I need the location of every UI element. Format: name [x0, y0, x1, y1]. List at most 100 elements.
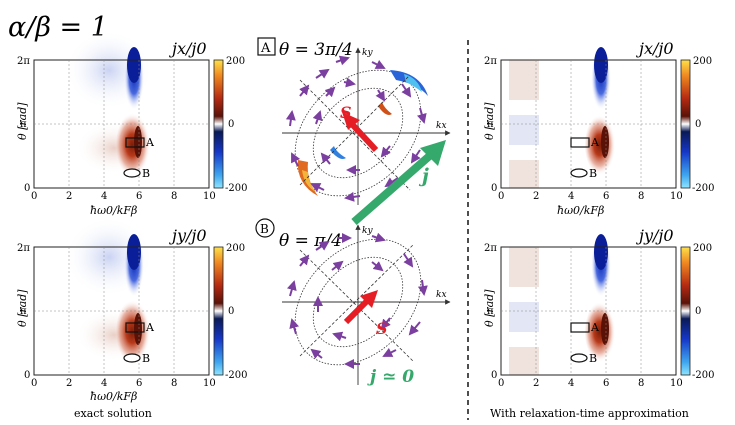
xtick-label: 8 [638, 191, 644, 202]
colorbar-tick-zero: 0 [695, 306, 701, 317]
yaxis-rta-jy: 2π π 0 θ [rad] [483, 243, 497, 381]
xtick-label: 2 [66, 378, 72, 389]
ylabel: θ [rad] [16, 102, 29, 140]
xtick-label: 8 [171, 378, 177, 389]
caption-left: exact solution [74, 407, 152, 420]
xtick-label: 4 [101, 191, 107, 202]
marker-a-box [125, 137, 145, 148]
marker-b-label: B [589, 352, 597, 365]
xtick-label: 10 [203, 378, 216, 389]
xtick-label: 2 [66, 191, 72, 202]
xlabel: ħω0/kFβ [557, 204, 604, 217]
panel-rta-jx: A B [500, 46, 677, 189]
marker-b-label: B [142, 167, 150, 180]
colorbar-tick-min: -200 [692, 370, 714, 381]
axis-ky: ky [362, 226, 373, 236]
colorbar-tick-min: -200 [692, 183, 714, 194]
diagram-b: B θ = π/4 kx ky [255, 218, 451, 387]
xtick-label: 10 [670, 378, 683, 389]
marker-b-ellipse [123, 168, 141, 178]
current-label-b: j ≃ 0 [367, 367, 414, 387]
xtick-label: 10 [203, 191, 216, 202]
xtick-label: 0 [31, 191, 37, 202]
panel-title-exact-jy: jy/j0 [169, 226, 207, 245]
xtick-label: 0 [31, 378, 37, 389]
yaxis-exact-jy: 2π π 0 θ [rad] [16, 243, 30, 381]
spin-texture-b [286, 232, 428, 369]
yaxis-rta-jx: 2π π 0 θ [rad] [483, 56, 497, 194]
spin-texture-a [285, 55, 427, 202]
marker-a-box [125, 322, 145, 333]
current-label: j [418, 165, 429, 187]
panel-exact-jx: A B [33, 30, 210, 189]
axis-kx: kx [436, 290, 447, 300]
xtick-label: 6 [603, 378, 609, 389]
panel-exact-jy: A B [33, 217, 210, 376]
marker-b-label: B [142, 352, 150, 365]
colorbar-tick-max: 200 [693, 56, 712, 67]
xtick-label: 2 [533, 378, 539, 389]
badge-a: A [260, 41, 271, 56]
spin-label-a: S [340, 103, 352, 122]
marker-a-label: A [590, 136, 600, 149]
badge-a-box [257, 37, 276, 56]
xlabel: ħω0/kFβ [90, 390, 137, 403]
colorbar-rta-jx: 200 0 -200 [680, 56, 714, 194]
ytick-label: 2π [484, 56, 497, 67]
theta-a: θ = 3π/4 [279, 40, 353, 60]
theta-b: θ = π/4 [279, 231, 342, 251]
yaxis-exact-jx: 2π π 0 θ [rad] [16, 56, 30, 194]
marker-a-label: A [590, 321, 600, 334]
spin-label-b: S [376, 319, 388, 338]
colorbar-tick-min: -200 [225, 370, 247, 381]
xaxis-rta-jy: 0 2 4 6 8 10 [498, 378, 683, 389]
axis-kx: kx [436, 121, 447, 131]
xtick-label: 0 [498, 191, 504, 202]
xtick-label: 8 [638, 378, 644, 389]
marker-b-ellipse [570, 168, 588, 178]
colorbar-tick-zero: 0 [228, 119, 234, 130]
panel-title-rta-jy: jy/j0 [636, 226, 674, 245]
xaxis-exact-jx: 0 2 4 6 8 10 ħω0/kFβ [31, 191, 216, 217]
xaxis-rta-jx: 0 2 4 6 8 10 ħω0/kFβ [498, 191, 683, 217]
ylabel: θ [rad] [483, 289, 496, 327]
xtick-label: 2 [533, 191, 539, 202]
colorbar-exact-jx: 200 0 -200 [213, 56, 247, 194]
marker-a-label: A [145, 321, 155, 334]
xtick-label: 6 [136, 378, 142, 389]
marker-a-box [570, 137, 590, 148]
ytick-label: 2π [17, 243, 30, 254]
ytick-label: 0 [24, 370, 30, 381]
xtick-label: 4 [568, 378, 574, 389]
spin-arrow-a [347, 119, 379, 153]
ytick-label: 0 [491, 183, 497, 194]
ytick-label: π [20, 119, 27, 130]
diagram-a: A θ = 3π/4 kx ky [257, 37, 451, 205]
colorbar-exact-jy: 200 0 -200 [213, 243, 247, 381]
axis-ky: ky [362, 48, 373, 58]
ylabel: θ [rad] [483, 102, 496, 140]
marker-a-label: A [145, 136, 155, 149]
badge-b-circle [255, 218, 275, 238]
xtick-label: 10 [670, 191, 683, 202]
colorbar-tick-zero: 0 [228, 306, 234, 317]
panel-title-exact-jx: jx/j0 [169, 39, 207, 58]
ytick-label: 0 [491, 370, 497, 381]
xtick-label: 0 [498, 378, 504, 389]
marker-a-box [570, 322, 590, 333]
ytick-label: π [20, 306, 27, 317]
xtick-label: 6 [136, 191, 142, 202]
colorbar-tick-zero: 0 [695, 119, 701, 130]
colorbar-tick-max: 200 [226, 56, 245, 67]
xtick-label: 6 [603, 191, 609, 202]
ytick-label: 0 [24, 183, 30, 194]
ytick-label: π [487, 306, 494, 317]
panel-rta-jy: A B [500, 233, 677, 376]
current-arrow: j [351, 140, 446, 226]
badge-b: B [260, 222, 269, 236]
colorbar-tick-max: 200 [226, 243, 245, 254]
caption-right: With relaxation-time approximation [490, 407, 689, 420]
colorbar-tick-min: -200 [225, 183, 247, 194]
xaxis-exact-jy: 0 2 4 6 8 10 ħω0/kFβ [31, 378, 216, 403]
